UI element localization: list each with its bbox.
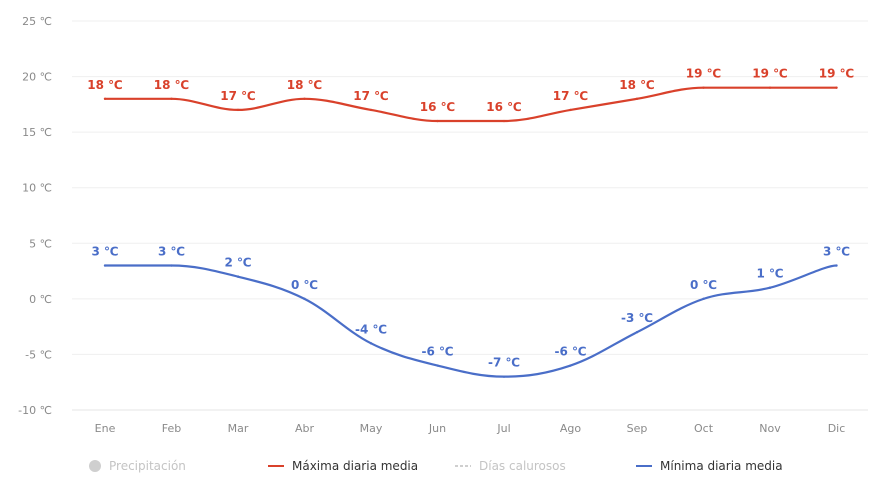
x-tick-label: Abr xyxy=(295,422,315,435)
x-tick-label: Dic xyxy=(828,422,846,435)
data-point-max xyxy=(835,86,838,89)
data-point-min xyxy=(103,264,107,267)
data-point-min xyxy=(569,364,572,367)
data-label-min: 3 ℃ xyxy=(158,245,185,259)
data-labels: 18 ℃ 18 ℃ 17 ℃ 18 ℃ 17 ℃ 16 ℃ 16 ℃ 17 ℃ 18 ℃ 19 ℃… xyxy=(87,67,854,370)
x-tick-label: Mar xyxy=(228,422,249,435)
y-axis: 25 ℃ 20 ℃ 15 ℃ 10 ℃ 5 ℃ 0 ℃ -5 ℃ -10 ℃ xyxy=(18,15,52,417)
legend-label: Máxima diaria media xyxy=(292,459,418,473)
legend-label: Precipitación xyxy=(109,459,186,473)
data-point-max xyxy=(303,97,306,101)
data-label-max: 17 ℃ xyxy=(353,89,388,103)
data-point-min xyxy=(702,297,705,301)
y-tick-label: 0 ℃ xyxy=(29,293,52,306)
x-tick-label: Feb xyxy=(162,422,181,435)
data-point-min xyxy=(436,364,439,367)
x-tick-label: Oct xyxy=(694,422,714,435)
data-label-min: 3 ℃ xyxy=(823,245,850,259)
data-point-min xyxy=(303,297,306,301)
data-point-max xyxy=(635,97,639,101)
data-label-min: -6 ℃ xyxy=(421,345,453,359)
grid xyxy=(72,20,868,411)
data-label-max: 18 ℃ xyxy=(287,78,322,92)
data-label-min: -3 ℃ xyxy=(621,311,653,325)
data-label-max: 17 ℃ xyxy=(553,89,588,103)
data-point-max xyxy=(502,119,506,123)
y-tick-label: 10 ℃ xyxy=(22,182,52,195)
data-point-min xyxy=(170,264,173,267)
x-tick-label: Jun xyxy=(428,422,446,435)
data-label-max: 17 ℃ xyxy=(220,89,255,103)
y-tick-label: 15 ℃ xyxy=(22,126,52,139)
data-point-min xyxy=(635,331,639,334)
data-point-max xyxy=(170,97,173,101)
data-label-max: 16 ℃ xyxy=(486,100,521,114)
x-tick-label: Ago xyxy=(560,422,582,435)
data-point-min xyxy=(502,375,506,378)
data-point-max xyxy=(436,119,439,123)
data-point-max xyxy=(236,108,240,112)
legend-marker xyxy=(89,460,101,472)
data-label-max: 18 ℃ xyxy=(154,78,189,92)
data-point-max xyxy=(569,108,572,112)
x-axis: Ene Feb Mar Abr May Jun Jul Ago Sep Oct Nov Dic xyxy=(95,422,846,435)
x-tick-label: Nov xyxy=(759,422,781,435)
data-point-max xyxy=(369,108,373,112)
data-label-max: 16 ℃ xyxy=(420,100,455,114)
y-tick-label: -5 ℃ xyxy=(25,348,52,361)
data-point-max xyxy=(702,86,705,89)
y-tick-label: -10 ℃ xyxy=(18,404,52,417)
series-line-min xyxy=(103,264,838,378)
data-point-max xyxy=(768,86,772,89)
data-point-min xyxy=(768,286,772,289)
x-tick-label: May xyxy=(360,422,383,435)
x-tick-label: Ene xyxy=(95,422,116,435)
y-tick-label: 20 ℃ xyxy=(22,71,52,84)
data-label-min: 0 ℃ xyxy=(291,278,318,292)
data-point-min xyxy=(236,275,240,278)
legend: Precipitación Máxima diaria media Días cal… xyxy=(89,459,783,473)
data-label-min: -6 ℃ xyxy=(554,345,586,359)
data-point-min xyxy=(835,264,838,267)
data-label-max: 18 ℃ xyxy=(87,78,122,92)
y-tick-label: 5 ℃ xyxy=(29,237,52,250)
data-label-min: -7 ℃ xyxy=(488,356,520,370)
legend-label: Días calurosos xyxy=(479,459,566,473)
series xyxy=(103,86,838,378)
data-label-min: 2 ℃ xyxy=(224,256,251,270)
data-label-min: -4 ℃ xyxy=(355,322,387,336)
data-label-min: 0 ℃ xyxy=(690,278,717,292)
data-label-max: 19 ℃ xyxy=(819,67,854,81)
data-label-min: 3 ℃ xyxy=(91,245,118,259)
x-tick-label: Jul xyxy=(496,422,510,435)
data-label-max: 19 ℃ xyxy=(686,67,721,81)
data-label-min: 1 ℃ xyxy=(756,267,783,281)
legend-label: Mínima diaria media xyxy=(660,459,783,473)
data-label-max: 19 ℃ xyxy=(752,67,787,81)
data-point-max xyxy=(103,97,107,101)
x-tick-label: Sep xyxy=(627,422,648,435)
series-line-max xyxy=(103,86,838,123)
data-label-max: 18 ℃ xyxy=(619,78,654,92)
y-tick-label: 25 ℃ xyxy=(22,15,52,28)
data-point-min xyxy=(369,342,373,345)
